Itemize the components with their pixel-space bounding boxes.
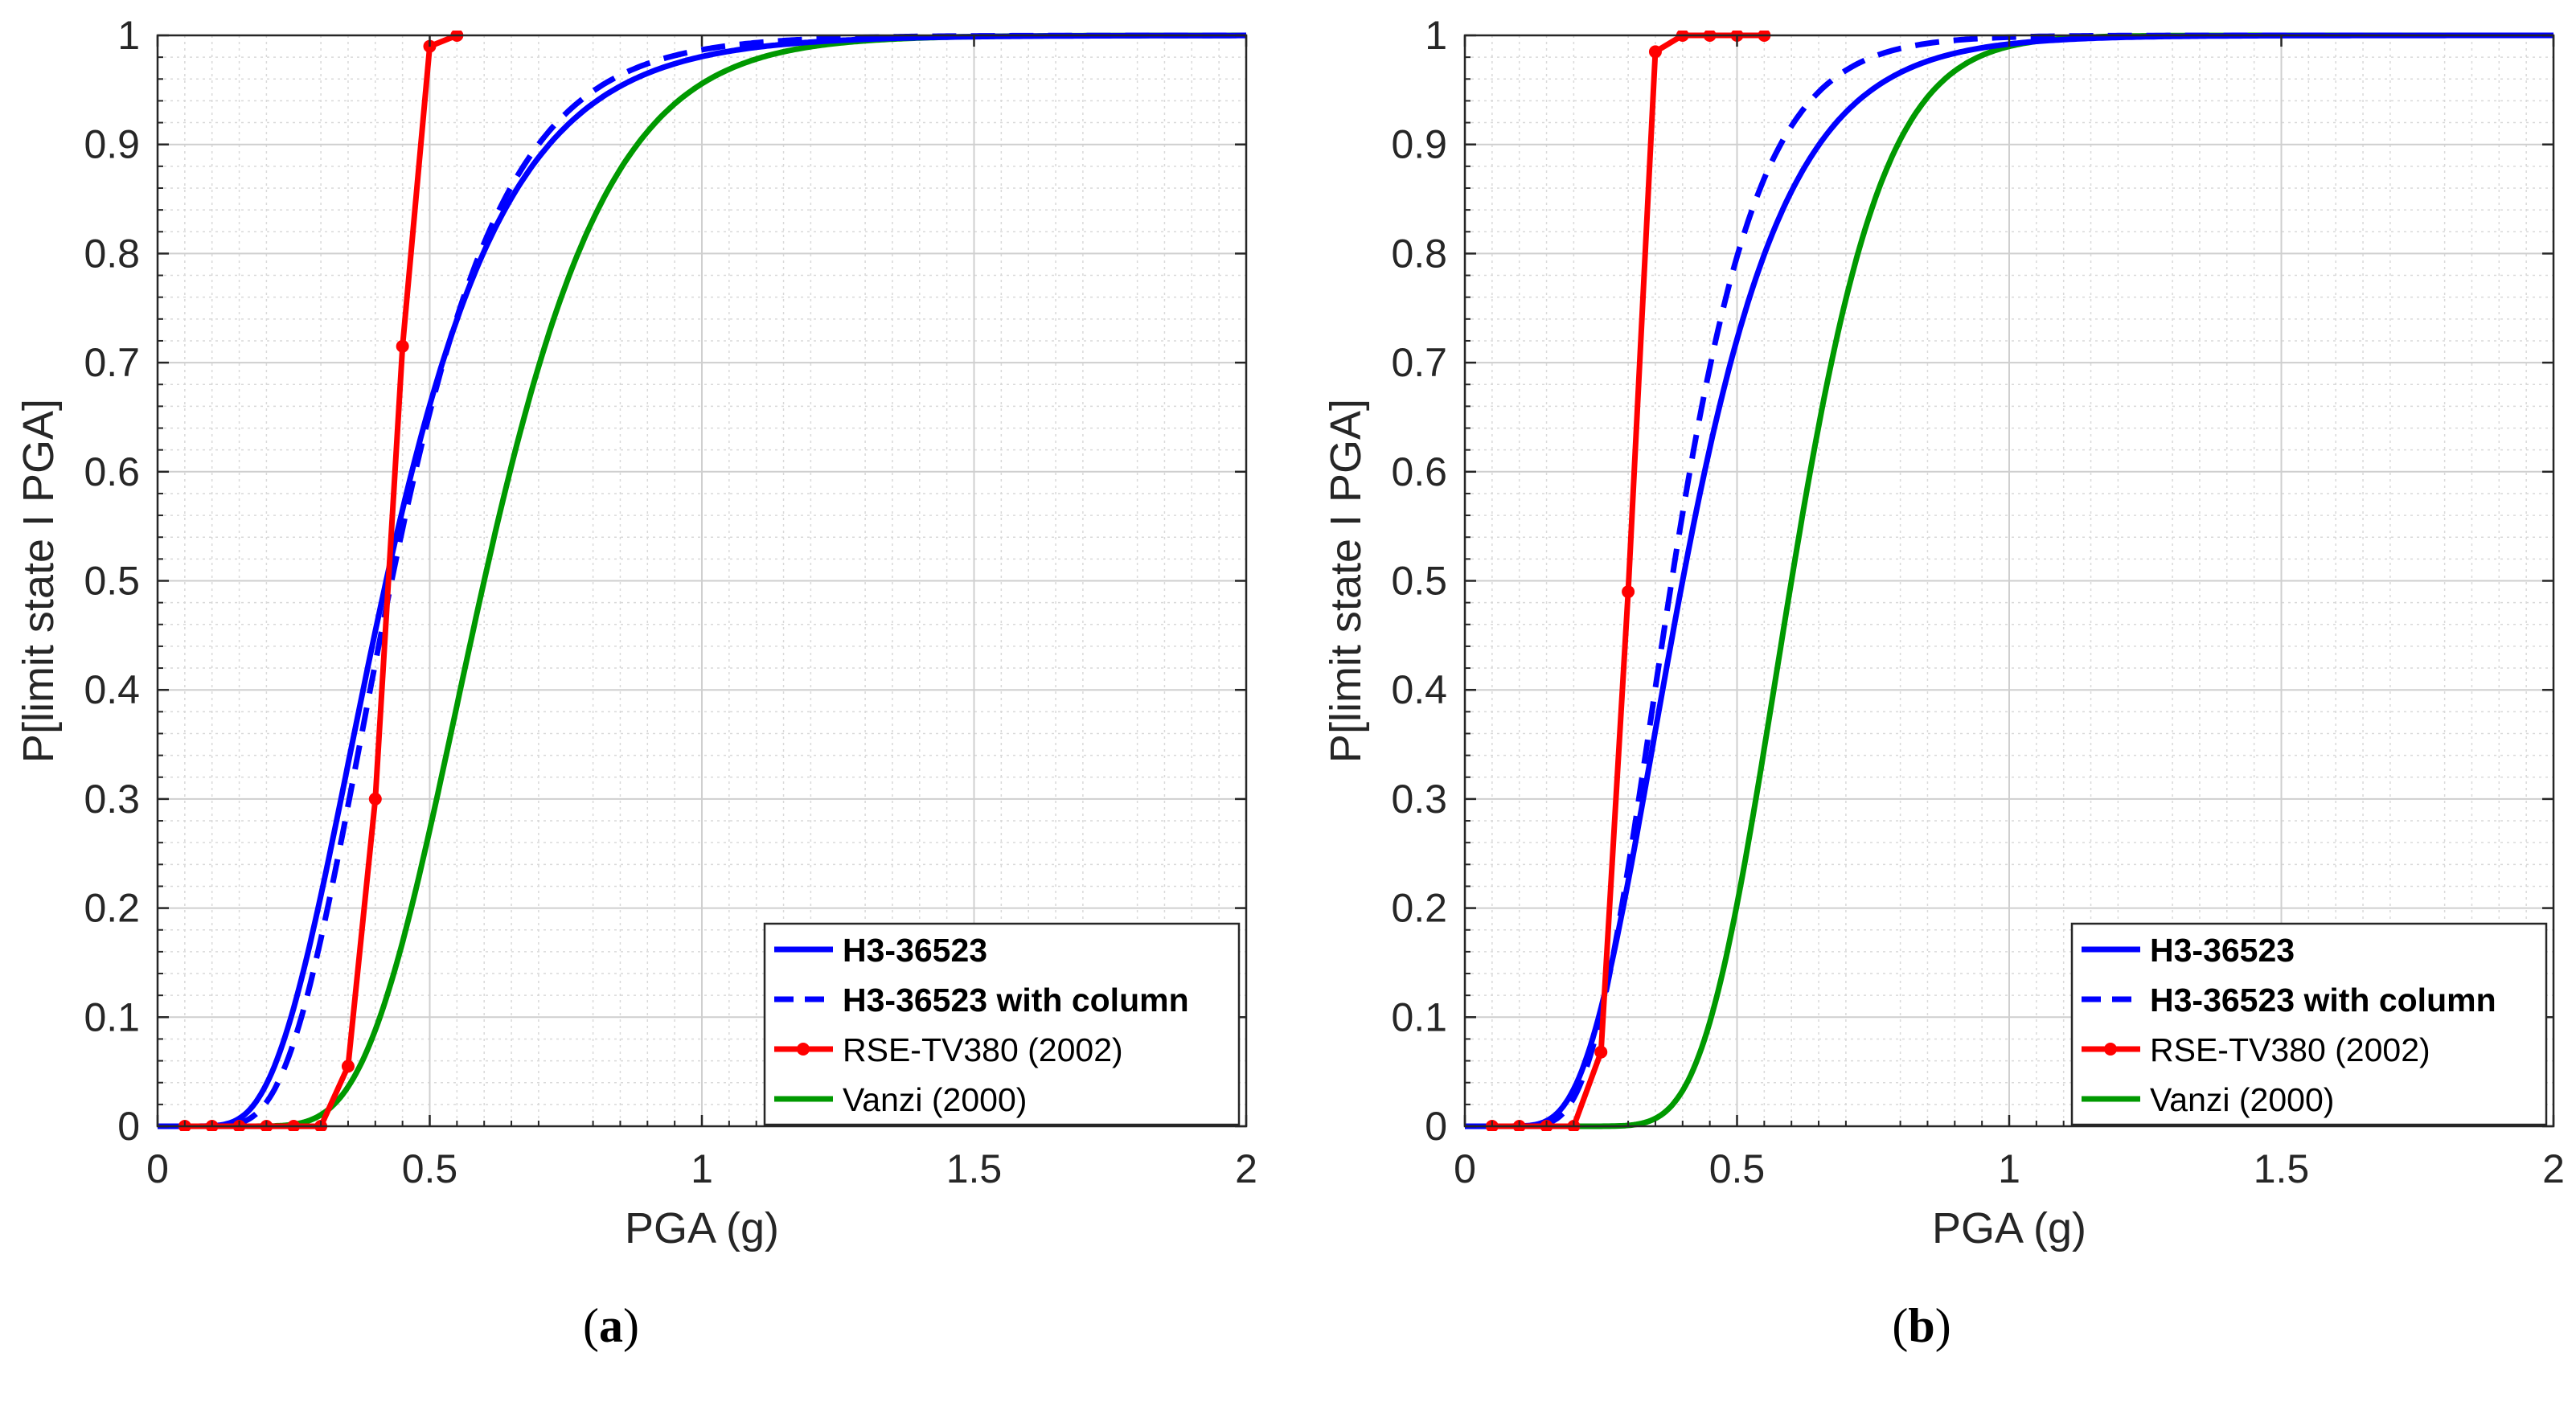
caption-a-label: a (599, 1299, 623, 1352)
caption-a: (a) (583, 1299, 639, 1352)
legend-marker (2104, 1043, 2117, 1056)
series-marker-rse-tv380 (1594, 1045, 1608, 1059)
series-marker-rse-tv380 (396, 339, 409, 353)
legend-marker (797, 1043, 810, 1056)
legend-label: Vanzi (2000) (2150, 1081, 2334, 1118)
series-marker-rse-tv380 (1622, 585, 1635, 599)
x-tick-label: 1 (1998, 1146, 2020, 1191)
y-tick-label: 0.6 (84, 449, 140, 494)
x-tick-label: 2 (1235, 1146, 1257, 1191)
x-axis-label: PGA (g) (625, 1204, 779, 1252)
legend-label: H3-36523 with column (2150, 982, 2496, 1019)
y-tick-label: 1 (117, 13, 140, 58)
y-axis-label: P[limit state I PGA] (1322, 399, 1370, 763)
legend-label: H3-36523 (2150, 932, 2295, 969)
y-tick-label: 0.5 (84, 559, 140, 604)
y-tick-label: 0.7 (84, 340, 140, 385)
y-tick-label: 0 (1425, 1104, 1447, 1149)
y-tick-label: 0.3 (84, 777, 140, 822)
y-tick-label: 0.4 (1391, 667, 1447, 712)
y-tick-label: 0.1 (1391, 994, 1447, 1039)
legend: H3-36523 H3-36523 with column RSE-TV380 (2… (763, 922, 1241, 1126)
x-axis-label: PGA (g) (1932, 1204, 2086, 1252)
x-tick-label: 2 (2542, 1146, 2565, 1191)
y-tick-label: 0.8 (1391, 231, 1447, 276)
caption-b-label: b (1908, 1299, 1935, 1352)
legend-label: Vanzi (2000) (843, 1081, 1027, 1118)
x-tick-label: 0.5 (402, 1146, 458, 1191)
x-tick-label: 1.5 (2254, 1146, 2310, 1191)
y-tick-label: 0.4 (84, 667, 140, 712)
legend-box (2070, 922, 2548, 1126)
legend-label: RSE-TV380 (2002) (2150, 1031, 2430, 1068)
y-tick-label: 0.6 (1391, 449, 1447, 494)
legend-label: H3-36523 (843, 932, 987, 969)
series-marker-rse-tv380 (341, 1060, 355, 1073)
legend-label: RSE-TV380 (2002) (843, 1031, 1123, 1068)
legend-label: H3-36523 with column (843, 982, 1189, 1019)
y-tick-label: 0.3 (1391, 777, 1447, 822)
y-tick-label: 0.9 (1391, 122, 1447, 167)
y-tick-label: 0.1 (84, 994, 140, 1039)
chart-panel-b: 0 0.5 1 1.5 2 0 0.1 0.2 0.3 0.4 0.5 0.6 0.7 0.8 0.9 1 PG… (1322, 13, 2565, 1252)
legend: H3-36523 H3-36523 with column RSE-TV380 (2… (2070, 922, 2548, 1126)
y-tick-label: 1 (1425, 13, 1447, 58)
y-tick-label: 0.2 (84, 886, 140, 931)
x-tick-label: 0.5 (1709, 1146, 1766, 1191)
y-tick-label: 0.8 (84, 231, 140, 276)
caption-b: (b) (1892, 1299, 1951, 1352)
x-tick-label: 1 (691, 1146, 713, 1191)
y-tick-label: 0.5 (1391, 559, 1447, 604)
x-tick-label: 0 (146, 1146, 169, 1191)
x-tick-label: 1.5 (946, 1146, 1003, 1191)
y-tick-label: 0 (117, 1104, 140, 1149)
chart-panel-a: 0 0.5 1 1.5 2 0 0.1 0.2 0.3 0.4 0.5 0.6 0.7 0.8 0.9 1 PG… (14, 13, 1257, 1252)
y-tick-label: 0.2 (1391, 886, 1447, 931)
series-marker-rse-tv380 (368, 792, 382, 806)
series-marker-rse-tv380 (1648, 45, 1662, 59)
y-tick-label: 0.9 (84, 122, 140, 167)
legend-box (763, 922, 1241, 1126)
y-tick-label: 0.7 (1391, 340, 1447, 385)
y-axis-label: P[limit state I PGA] (14, 399, 63, 763)
x-tick-label: 0 (1454, 1146, 1476, 1191)
